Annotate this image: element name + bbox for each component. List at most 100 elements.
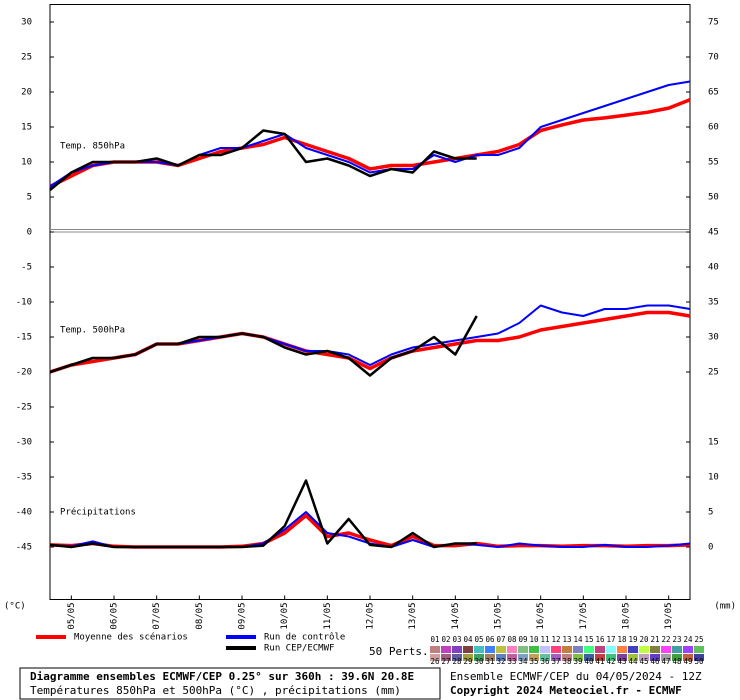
x-tick-label: 09/05	[238, 603, 248, 630]
pert-swatch	[430, 654, 440, 661]
pert-swatch	[694, 646, 704, 653]
pert-swatch	[540, 654, 550, 661]
pert-swatch	[485, 654, 495, 661]
pert-swatch	[628, 646, 638, 653]
pert-label: 41	[595, 657, 604, 666]
pert-label: 19	[628, 635, 637, 644]
pert-label: 44	[628, 657, 638, 666]
pert-label: 04	[463, 635, 473, 644]
pert-swatch	[518, 646, 528, 653]
pert-label: 02	[441, 635, 450, 644]
pert-swatch	[639, 646, 649, 653]
pert-swatch	[606, 646, 616, 653]
pert-swatch	[430, 646, 440, 653]
pert-swatch	[573, 654, 583, 661]
pert-label: 24	[683, 635, 693, 644]
pert-label: 17	[606, 635, 615, 644]
pert-label: 12	[551, 635, 560, 644]
pert-label: 42	[606, 657, 615, 666]
pert-label: 31	[485, 657, 494, 666]
y-tick-label: -45	[16, 543, 32, 553]
panel-label: Temp. 850hPa	[60, 142, 125, 152]
x-tick-label: 18/05	[622, 603, 632, 630]
pert-swatch	[573, 646, 583, 653]
pert-label: 50	[694, 657, 704, 666]
pert-label: 38	[562, 657, 572, 666]
y2-tick-label: 5	[708, 508, 713, 518]
pert-label: 18	[617, 635, 627, 644]
pert-swatch	[617, 646, 627, 653]
pert-swatch	[496, 654, 506, 661]
y2-tick-label: 15	[708, 438, 719, 448]
pert-label: 39	[573, 657, 582, 666]
y2-tick-label: 40	[708, 263, 719, 273]
pert-label: 34	[518, 657, 528, 666]
y2-tick-label: 50	[708, 193, 719, 203]
series-line	[49, 315, 478, 377]
y2-tick-label: 25	[708, 368, 719, 378]
pert-swatch	[672, 654, 682, 661]
x-tick-label: 08/05	[195, 603, 205, 630]
y-tick-label: -20	[16, 368, 32, 378]
series-line	[49, 129, 477, 191]
pert-swatch	[452, 646, 462, 653]
y2-tick-label: 75	[708, 18, 719, 28]
pert-label: 05	[474, 635, 483, 644]
pert-label: 45	[639, 657, 648, 666]
x-tick-label: 11/05	[323, 603, 333, 630]
pert-swatch	[683, 654, 693, 661]
pert-swatch	[529, 654, 539, 661]
pert-swatch	[485, 646, 495, 653]
pert-label: 14	[573, 635, 583, 644]
series-line	[49, 479, 477, 549]
y-tick-label: -25	[16, 403, 32, 413]
x-tick-label: 07/05	[152, 603, 162, 630]
y-tick-label: 30	[21, 18, 32, 28]
pert-swatch	[650, 654, 660, 661]
pert-label: 36	[540, 657, 550, 666]
pert-label: 10	[529, 635, 539, 644]
pert-swatch	[639, 654, 649, 661]
pert-swatch	[441, 654, 451, 661]
pert-swatch	[562, 654, 572, 661]
pert-swatch	[452, 654, 462, 661]
legend-label: Run de contrôle	[264, 632, 345, 643]
run-info: Ensemble ECMWF/CEP du 04/05/2024 - 12Z	[450, 670, 702, 683]
pert-label: 35	[529, 657, 538, 666]
pert-label: 47	[661, 657, 670, 666]
pert-label: 40	[584, 657, 594, 666]
copyright: Copyright 2024 Meteociel.fr - ECMWF	[450, 684, 682, 697]
pert-label: 09	[518, 635, 527, 644]
pert-label: 29	[463, 657, 472, 666]
pert-label: 32	[496, 657, 505, 666]
pert-swatch	[540, 646, 550, 653]
pert-swatch	[584, 646, 594, 653]
pert-label: 11	[540, 635, 549, 644]
footer-title: Diagramme ensembles ECMWF/CEP 0.25° sur …	[30, 670, 414, 683]
y-tick-label: -40	[16, 508, 32, 518]
legend-label: Run CEP/ECMWF	[264, 644, 334, 654]
y2-tick-label: 70	[708, 53, 719, 63]
x-tick-label: 12/05	[366, 603, 376, 630]
pert-swatch	[661, 646, 671, 653]
pert-label: 33	[507, 657, 516, 666]
pert-swatch	[584, 654, 594, 661]
pert-swatch	[617, 654, 627, 661]
x-tick-label: 16/05	[536, 603, 546, 630]
x-tick-label: 17/05	[579, 603, 589, 630]
y-tick-label: 15	[21, 123, 32, 133]
panel-label: Temp. 500hPa	[60, 326, 125, 336]
panel-label: Précipitations	[60, 507, 136, 518]
y-tick-label: 0	[27, 228, 32, 238]
x-tick-label: 13/05	[408, 603, 418, 630]
y2-tick-label: 35	[708, 298, 719, 308]
pert-label: 13	[562, 635, 571, 644]
y2-tick-label: 10	[708, 473, 719, 483]
pert-swatch	[551, 654, 561, 661]
y-tick-label: -5	[21, 263, 32, 273]
pert-label: 27	[441, 657, 450, 666]
y2-tick-label: 55	[708, 158, 719, 168]
pert-swatch	[661, 654, 671, 661]
footer-box	[19, 667, 441, 700]
